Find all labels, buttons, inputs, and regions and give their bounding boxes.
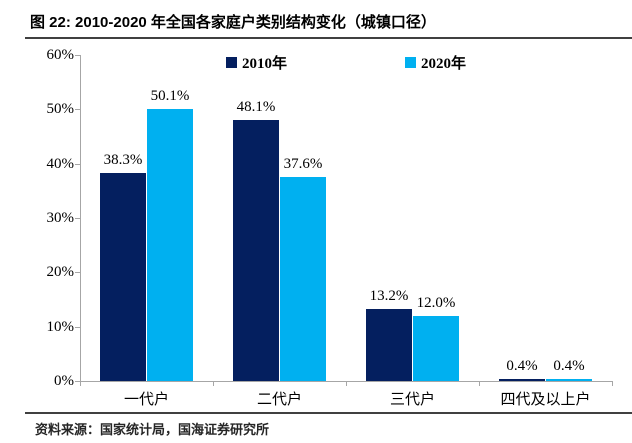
bar-value-label: 12.0% <box>416 294 456 311</box>
source-note: 资料来源：国家统计局，国海证券研究所 <box>35 422 270 437</box>
bar-value-label: 13.2% <box>369 288 409 305</box>
y-axis-tick-label: 10% <box>46 318 75 335</box>
x-axis-tick <box>213 381 214 386</box>
bar-value-label: 50.1% <box>150 87 190 104</box>
bar-2010年-二代户 <box>233 119 279 381</box>
y-axis-tick-label: 0% <box>54 373 74 389</box>
bar-2020年-三代户 <box>413 315 459 381</box>
y-axis-tick <box>75 55 80 56</box>
y-axis-tick-label: 30% <box>46 210 75 226</box>
legend-label: 2020年 <box>421 56 467 72</box>
bar-2010年-四代及以上户 <box>499 378 545 381</box>
legend-item-2010年: 2010年 <box>225 52 287 73</box>
bar-2020年-四代及以上户 <box>546 378 592 381</box>
category-label: 三代户 <box>389 392 435 408</box>
y-axis-tick <box>75 326 80 328</box>
y-axis-tick-label: 40% <box>46 155 75 172</box>
x-axis-tick <box>612 381 613 386</box>
bar-2010年-一代户 <box>100 172 146 381</box>
y-axis-tick <box>75 163 80 165</box>
bar-2020年-一代户 <box>147 108 193 381</box>
title-divider <box>25 37 632 39</box>
x-axis-tick <box>479 381 480 386</box>
page-title: 图 22: 2010-2020 年全国各家庭户类别结构变化（城镇口径） <box>30 14 436 31</box>
bar-value-label: 48.1% <box>236 98 276 115</box>
bar-value-label: 37.6% <box>283 155 323 172</box>
y-axis-tick-label: 50% <box>46 101 75 118</box>
chart-legend: 2010年 2020年 <box>80 52 612 73</box>
category-label: 四代及以上户 <box>500 392 591 408</box>
bar-2020年-二代户 <box>280 176 326 381</box>
bar-value-label: 0.4% <box>553 357 585 374</box>
category-label: 一代户 <box>123 392 169 408</box>
legend-item-2020年: 2020年 <box>405 52 466 73</box>
bar-2010年-三代户 <box>366 309 412 381</box>
y-axis-tick <box>75 218 80 219</box>
bar-value-label: 0.4% <box>506 357 538 374</box>
y-axis-line <box>80 55 81 386</box>
x-axis-tick <box>80 381 81 386</box>
legend-swatch-icon <box>405 57 416 68</box>
x-axis-line <box>75 381 612 382</box>
y-axis-tick-label: 20% <box>46 264 75 281</box>
bar-value-label: 38.3% <box>103 151 143 168</box>
y-axis-tick-label: 60% <box>46 47 75 63</box>
legend-label: 2010年 <box>241 56 287 72</box>
y-axis-tick <box>75 381 80 382</box>
x-axis-tick <box>346 381 347 386</box>
footer-divider <box>25 412 632 414</box>
y-axis-tick <box>75 272 80 274</box>
category-label: 二代户 <box>256 392 302 408</box>
y-axis-tick <box>75 109 80 111</box>
legend-swatch-icon <box>225 57 237 68</box>
